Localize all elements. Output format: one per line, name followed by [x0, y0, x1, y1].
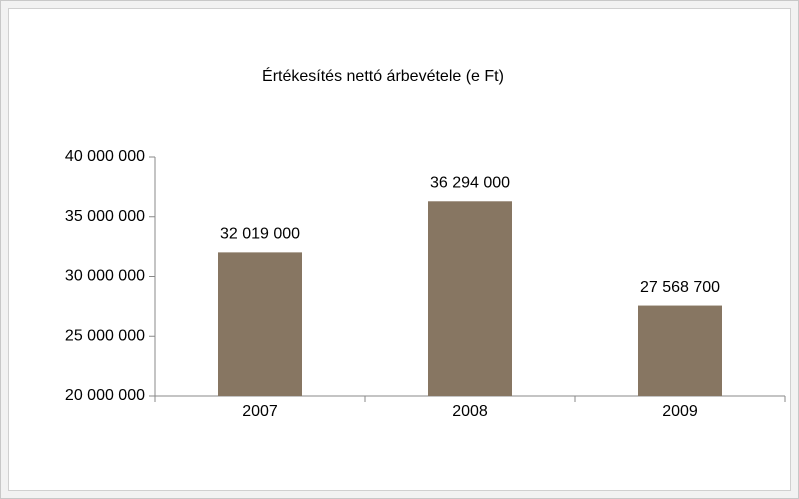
data-label: 27 568 700	[640, 279, 720, 296]
x-tick-label: 2009	[662, 403, 698, 420]
y-tick-label: 40 000 000	[65, 148, 145, 165]
data-label: 36 294 000	[430, 175, 510, 192]
y-tick-label: 35 000 000	[65, 208, 145, 225]
bar	[638, 305, 722, 396]
x-tick-label: 2008	[452, 403, 488, 420]
bar	[218, 252, 302, 396]
y-tick-label: 20 000 000	[65, 387, 145, 404]
x-tick-label: 2007	[242, 403, 278, 420]
chart-area	[8, 8, 791, 491]
data-label: 32 019 000	[220, 226, 300, 243]
y-tick-label: 30 000 000	[65, 268, 145, 285]
bar	[428, 201, 512, 396]
chart-title: Értékesítés nettó árbevétele (e Ft)	[262, 66, 504, 85]
y-tick-label: 25 000 000	[65, 327, 145, 344]
